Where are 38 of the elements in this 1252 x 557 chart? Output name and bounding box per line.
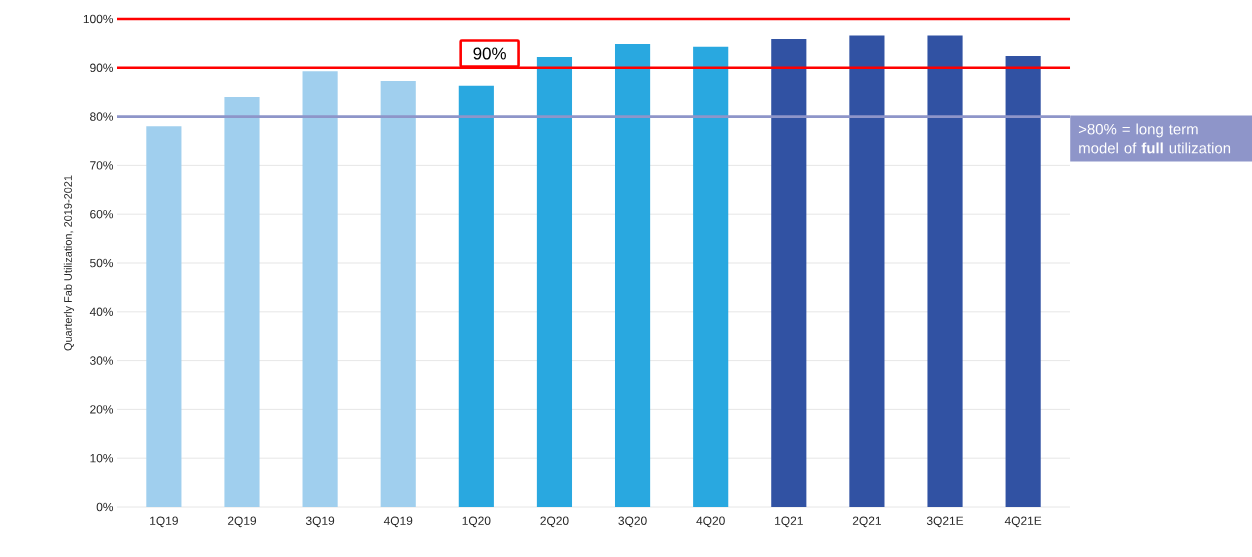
x-tick-label: 4Q21E	[1004, 516, 1042, 528]
y-axis-title: Quarterly Fab Utilization, 2019-2021	[63, 175, 75, 351]
y-tick-label: 70%	[90, 161, 114, 170]
ref-line-label: >80% = long term model of full utilization	[1078, 123, 1231, 154]
y-tick-label: 90%	[90, 63, 114, 73]
y-tick-label: 80%	[90, 112, 114, 121]
x-tick-label: 4Q20	[696, 516, 725, 528]
x-tick-label: 1Q20	[462, 516, 491, 528]
bar	[380, 80, 416, 507]
bar	[458, 85, 494, 507]
y-tick-label: 0%	[96, 502, 114, 512]
x-tick-label: 2Q19	[227, 516, 257, 528]
bar	[224, 97, 260, 507]
x-tick-label: 2Q20	[540, 516, 569, 528]
bar	[927, 35, 963, 507]
x-tick-label: 3Q20	[618, 516, 647, 528]
y-tick-label: 30%	[90, 356, 114, 365]
x-tick-label: 4Q19	[383, 516, 413, 528]
y-tick-label: 100%	[83, 14, 114, 24]
y-tick-label: 50%	[90, 258, 114, 268]
bar	[302, 71, 338, 507]
bar	[849, 35, 885, 507]
y-tick-label: 20%	[90, 405, 114, 414]
bar	[536, 57, 573, 507]
x-tick-label: 3Q19	[305, 516, 335, 528]
bar	[771, 39, 807, 507]
bar	[1005, 56, 1041, 507]
ref-line-label: 90%	[473, 47, 506, 60]
x-tick-label: 3Q21E	[926, 516, 964, 528]
bar	[614, 43, 651, 507]
x-tick-label: 1Q19	[150, 516, 178, 528]
bar	[693, 46, 729, 507]
y-tick-label: 10%	[90, 453, 114, 463]
y-tick-label: 40%	[89, 307, 114, 317]
bar	[146, 126, 182, 507]
x-tick-label: 1Q21	[775, 516, 803, 528]
x-tick-label: 2Q21	[852, 516, 881, 528]
y-tick-label: 60%	[90, 209, 114, 219]
